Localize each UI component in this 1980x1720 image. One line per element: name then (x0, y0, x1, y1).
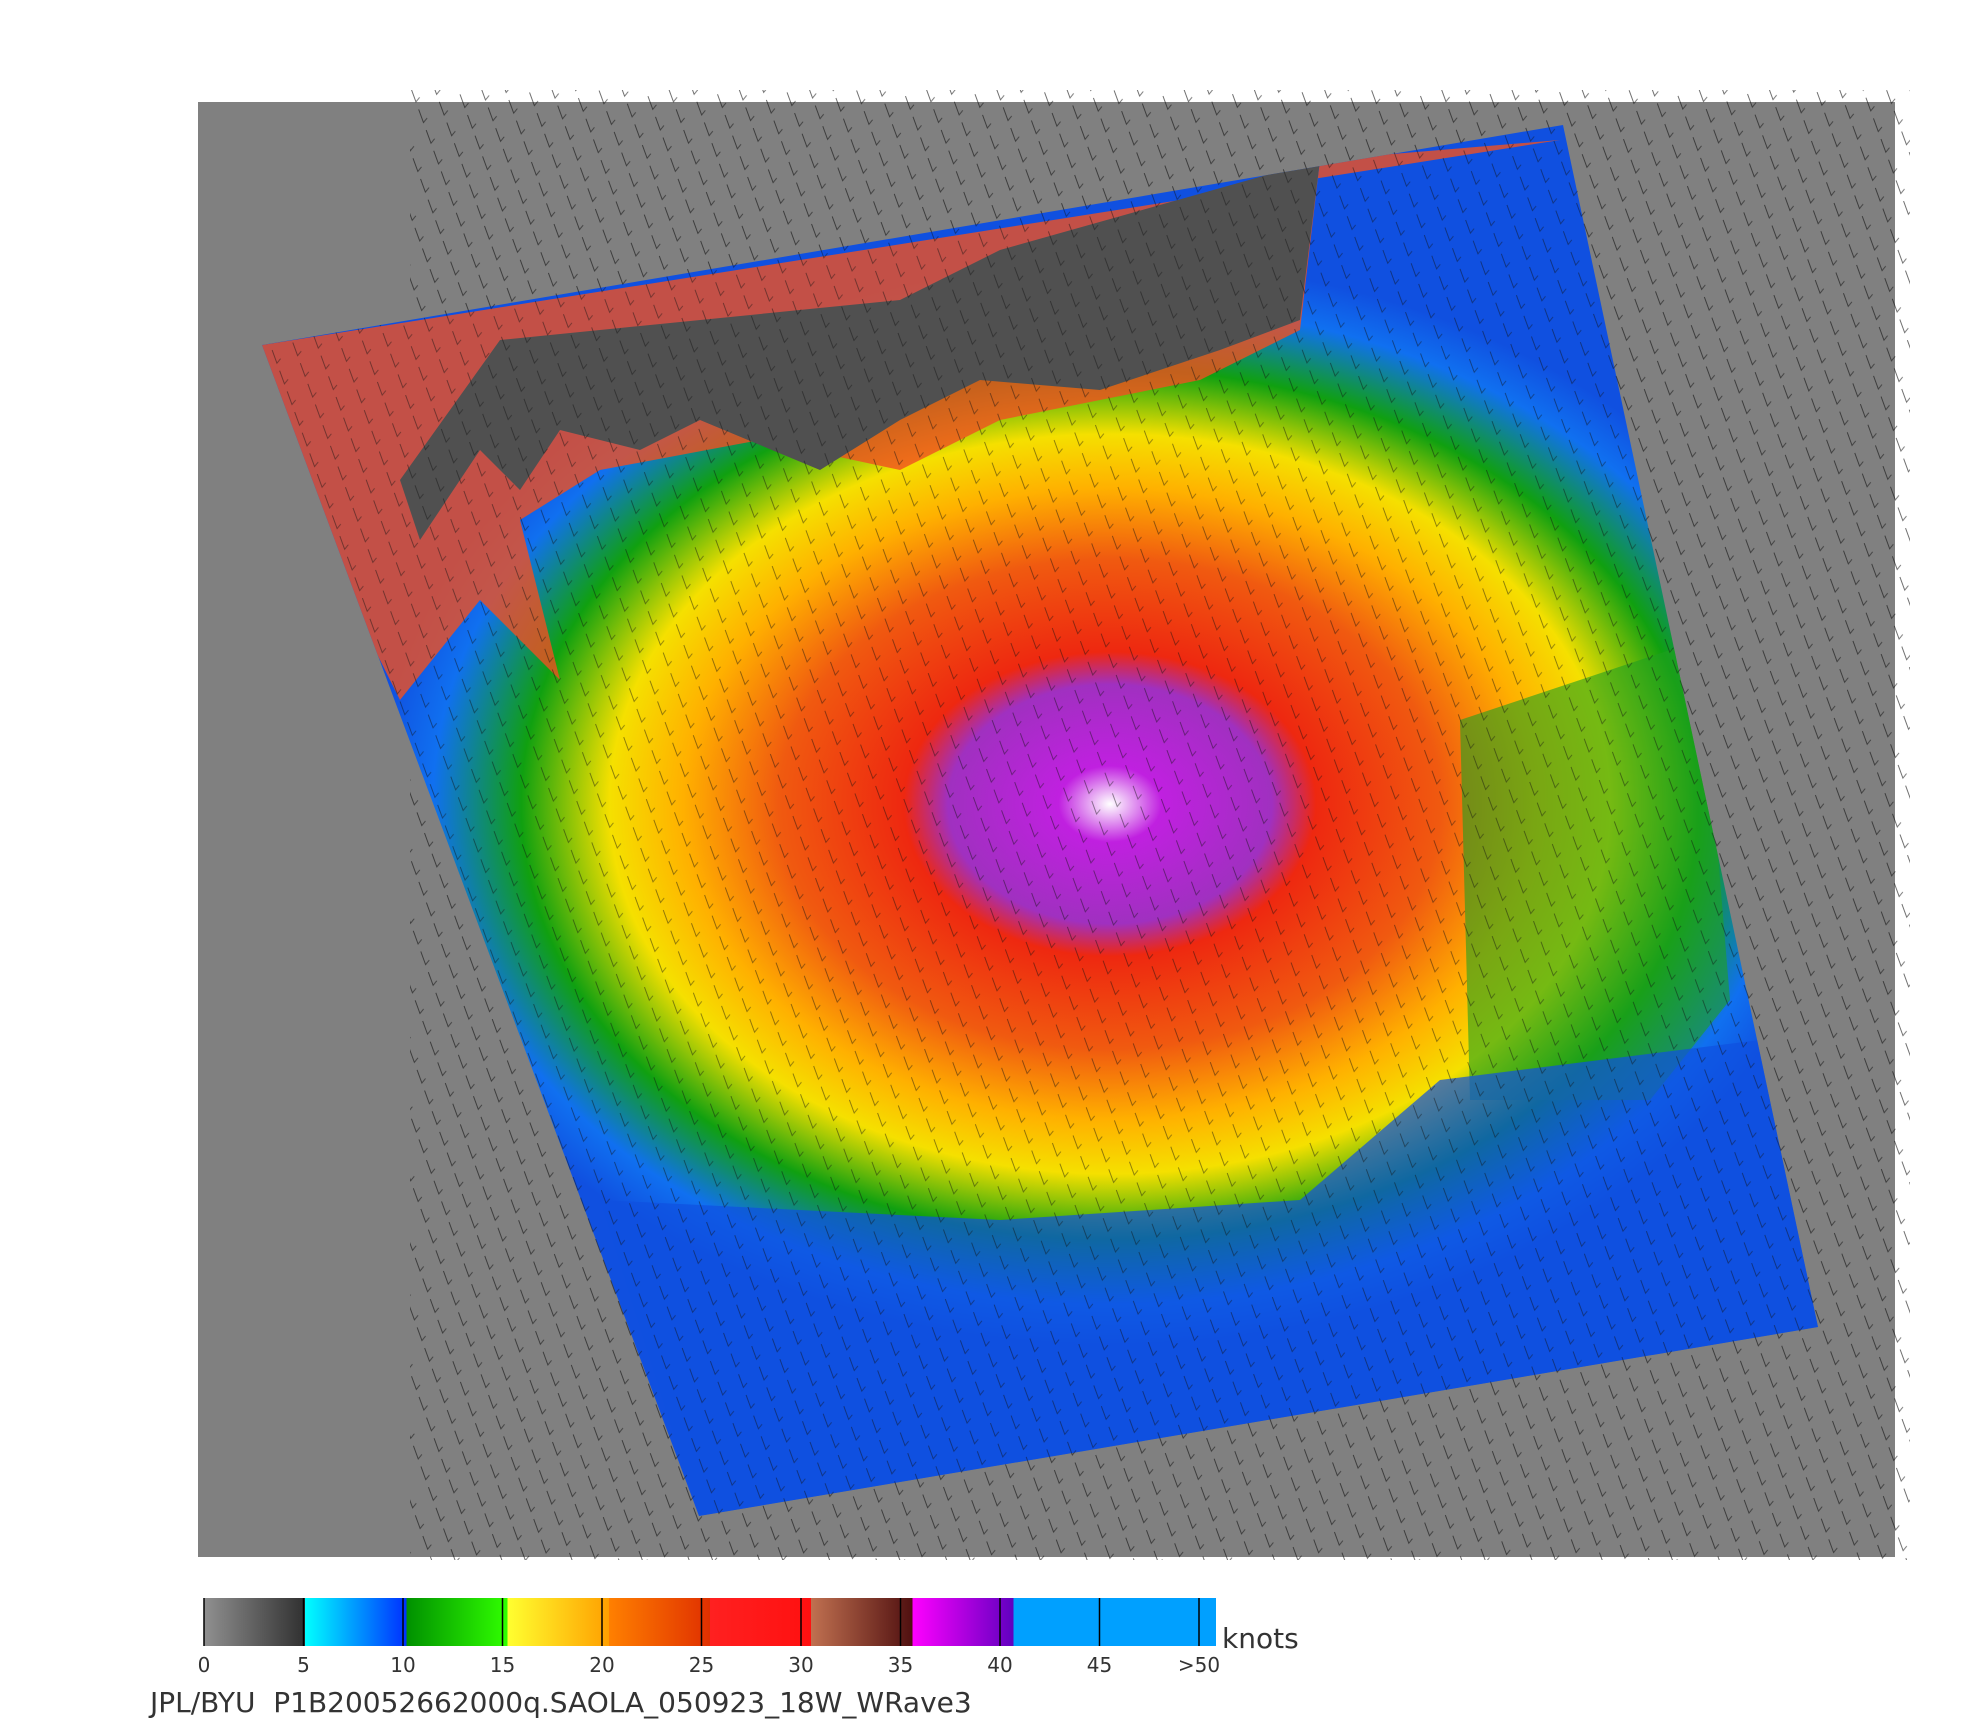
colorbar-tick-label: 20 (589, 1653, 614, 1677)
colorbar-tick-label: 10 (390, 1653, 415, 1677)
colorbar-tick-label: 25 (689, 1653, 714, 1677)
colorbar-tick-label: 45 (1087, 1653, 1112, 1677)
colorbar (204, 1598, 1216, 1646)
caption: JPL/BYU P1B20052662000q.SAOLA_050923_18W… (148, 1686, 972, 1719)
colorbar-tick-label: 30 (788, 1653, 813, 1677)
colorbar-tick-label: 40 (987, 1653, 1012, 1677)
colorbar-tick-label: 5 (297, 1653, 310, 1677)
colorbar-tick-label: 35 (888, 1653, 913, 1677)
colorbar-tick-label: 0 (198, 1653, 211, 1677)
colorbar-tick-label: 15 (490, 1653, 515, 1677)
colorbar-tick-label: >50 (1178, 1653, 1220, 1677)
wind-field (262, 125, 1818, 1516)
colorbar-unit: knots (1222, 1622, 1299, 1655)
